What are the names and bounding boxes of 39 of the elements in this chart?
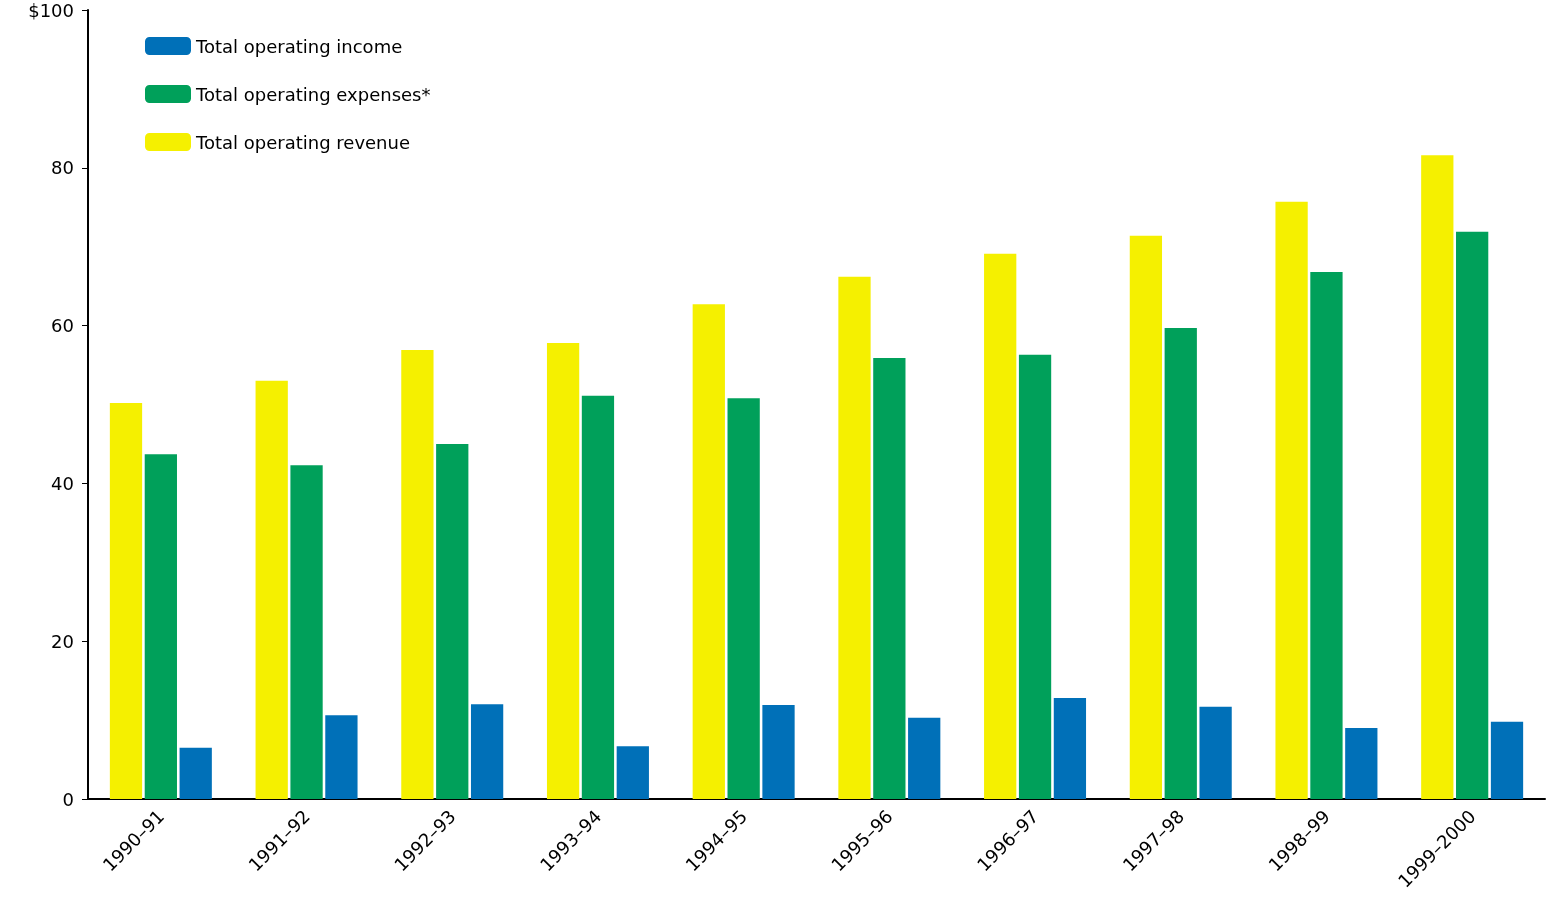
legend-label: Total operating income [195,35,403,57]
bar [1129,235,1163,799]
bar [109,402,143,799]
y-tick-label: 20 [51,630,74,652]
y-tick-label: 40 [51,472,74,494]
bar [436,443,469,799]
bar [470,704,504,799]
bar [838,276,871,799]
bar [1456,231,1489,799]
bar [1345,727,1378,799]
bar [1310,271,1343,799]
bar [581,395,615,799]
bar [1490,721,1524,799]
bar [546,342,580,799]
bar [1275,201,1308,799]
y-tick-label: 80 [51,157,74,179]
bar [325,715,358,799]
bar [144,454,177,799]
bar [401,350,434,799]
bar [1199,706,1232,799]
bar [1164,327,1197,799]
bar [727,398,760,799]
bar [290,465,323,799]
bar [692,304,725,799]
y-tick-label: 60 [51,315,74,337]
bar [762,705,795,799]
bar [255,380,288,799]
bar [1018,354,1052,799]
bar [179,747,212,799]
legend-label: Total operating expenses* [195,83,431,105]
bar [984,253,1017,799]
bar [908,717,941,799]
bar [616,746,649,799]
y-tick-label: 0 [62,788,74,810]
bar [873,357,906,799]
bar [1053,698,1087,799]
bar [1421,155,1454,799]
legend-label: Total operating revenue [195,131,411,153]
y-tick-label: $100 [28,0,74,21]
